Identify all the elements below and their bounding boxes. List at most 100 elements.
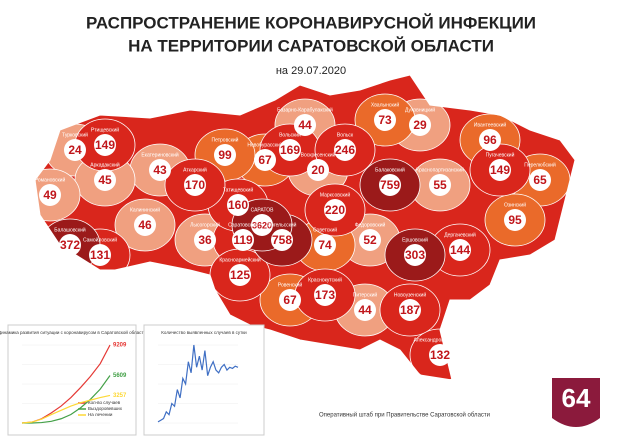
value-badge xyxy=(64,139,86,161)
value-badge xyxy=(94,134,116,156)
district-value: 759 xyxy=(380,178,400,192)
mini-line xyxy=(22,375,111,424)
district-value: 49 xyxy=(43,188,57,202)
district-value: 52 xyxy=(363,233,377,247)
district-name: Новобурасский xyxy=(247,141,283,148)
badge: 64 xyxy=(562,383,591,413)
end-value: 5609 xyxy=(113,373,127,379)
district-name: Краснопартизанский xyxy=(416,166,464,173)
district-name: Духовницкий xyxy=(405,106,435,113)
district-name: Марксовский xyxy=(320,191,350,198)
title: РАСПРОСТРАНЕНИЕ КОРОНАВИРУСНОЙ ИНФЕКЦИИ xyxy=(86,13,536,32)
value-badge xyxy=(314,234,336,256)
district-name: Аткарский xyxy=(183,166,207,173)
value-badge xyxy=(94,169,116,191)
district-name: Базарно-Карабулакский xyxy=(277,106,333,113)
district-name: Ртищевский xyxy=(91,126,119,133)
legend-label: Кол-во случаев xyxy=(88,400,121,405)
district-value: 95 xyxy=(508,213,522,227)
district-value: 169 xyxy=(280,143,300,157)
district-name: Татищевский xyxy=(223,186,254,193)
value-badge xyxy=(374,109,396,131)
district-value: 303 xyxy=(405,248,425,262)
district-value: 170 xyxy=(185,178,205,192)
title: НА ТЕРРИТОРИИ САРАТОВСКОЙ ОБЛАСТИ xyxy=(128,36,494,55)
district-name: Дергачевский xyxy=(444,231,476,238)
district-name: Саратовский xyxy=(228,221,258,228)
value-badge xyxy=(359,229,381,251)
district-name: Аркадакский xyxy=(90,161,120,168)
value-badge xyxy=(404,244,426,266)
value-badge xyxy=(279,289,301,311)
district-name: Ивантеевский xyxy=(474,121,507,128)
district-name: Питерский xyxy=(353,291,378,298)
value-badge xyxy=(251,214,273,236)
value-badge xyxy=(409,114,431,136)
value-badge xyxy=(489,159,511,181)
mini-chart-frame xyxy=(7,324,137,436)
district-value: 119 xyxy=(233,233,253,247)
value-badge xyxy=(314,284,336,306)
value-badge xyxy=(529,169,551,191)
district-name: Романовский xyxy=(35,176,66,183)
district-value: 67 xyxy=(258,153,272,167)
district-value: 149 xyxy=(490,163,510,177)
value-badge xyxy=(227,194,249,216)
district-name: Красноармейский xyxy=(219,256,261,263)
district-name: Краснокутский xyxy=(308,276,342,283)
district-name: Пугачевский xyxy=(486,151,515,158)
district-name: Новоузенский xyxy=(394,291,426,298)
district-name: Федоровский xyxy=(355,221,386,228)
district-value: 45 xyxy=(98,173,112,187)
district-name: Перелюбский xyxy=(524,161,556,168)
district-name: Ершовский xyxy=(402,236,428,243)
value-badge xyxy=(429,344,451,366)
district-name: Хвалынский xyxy=(371,101,399,108)
district-name: Турковский xyxy=(62,131,88,138)
end-value: 3257 xyxy=(113,393,127,399)
value-badge xyxy=(399,299,421,321)
district-value: 67 xyxy=(283,293,297,307)
value-badge xyxy=(232,229,254,251)
district-value: 3620 xyxy=(252,220,272,230)
district-value: 132 xyxy=(430,348,450,362)
value-badge xyxy=(479,129,501,151)
end-value: 9209 xyxy=(113,343,127,349)
district-value: 372 xyxy=(60,238,80,252)
district-value: 46 xyxy=(138,218,152,232)
district-value: 131 xyxy=(90,248,110,262)
value-badge xyxy=(39,184,61,206)
district-name: Калининский xyxy=(130,206,160,213)
value-badge xyxy=(89,244,111,266)
value-badge xyxy=(354,299,376,321)
district-value: 149 xyxy=(95,138,115,152)
mini-charts: Динамика развития ситуации с коронавирус… xyxy=(0,324,265,436)
district-value: 29 xyxy=(413,118,427,132)
legend-label: На лечении xyxy=(88,412,113,417)
value-badge xyxy=(214,144,236,166)
district-value: 125 xyxy=(230,268,250,282)
district-value: 74 xyxy=(318,238,332,252)
district-value: 36 xyxy=(198,233,212,247)
district-value: 173 xyxy=(315,288,335,302)
value-badge xyxy=(254,149,276,171)
district-value: 65 xyxy=(533,173,547,187)
district-value: 24 xyxy=(68,143,82,157)
legend-label: Выздоровевших xyxy=(88,406,123,411)
value-badge xyxy=(334,139,356,161)
value-badge xyxy=(59,234,81,256)
district-value: 44 xyxy=(358,303,372,317)
value-badge xyxy=(149,159,171,181)
district-value: 44 xyxy=(298,118,312,132)
district-name: Александрово-Гайский xyxy=(413,336,466,343)
mini-chart-frame xyxy=(143,324,265,436)
source: Оперативный штаб при Правительстве Сарат… xyxy=(319,412,490,419)
value-badge xyxy=(307,159,329,181)
district-value: 160 xyxy=(228,198,248,212)
value-badge xyxy=(379,174,401,196)
value-badge xyxy=(194,229,216,251)
mini-line xyxy=(21,394,111,424)
value-badge xyxy=(184,174,206,196)
district-value: 187 xyxy=(400,303,420,317)
